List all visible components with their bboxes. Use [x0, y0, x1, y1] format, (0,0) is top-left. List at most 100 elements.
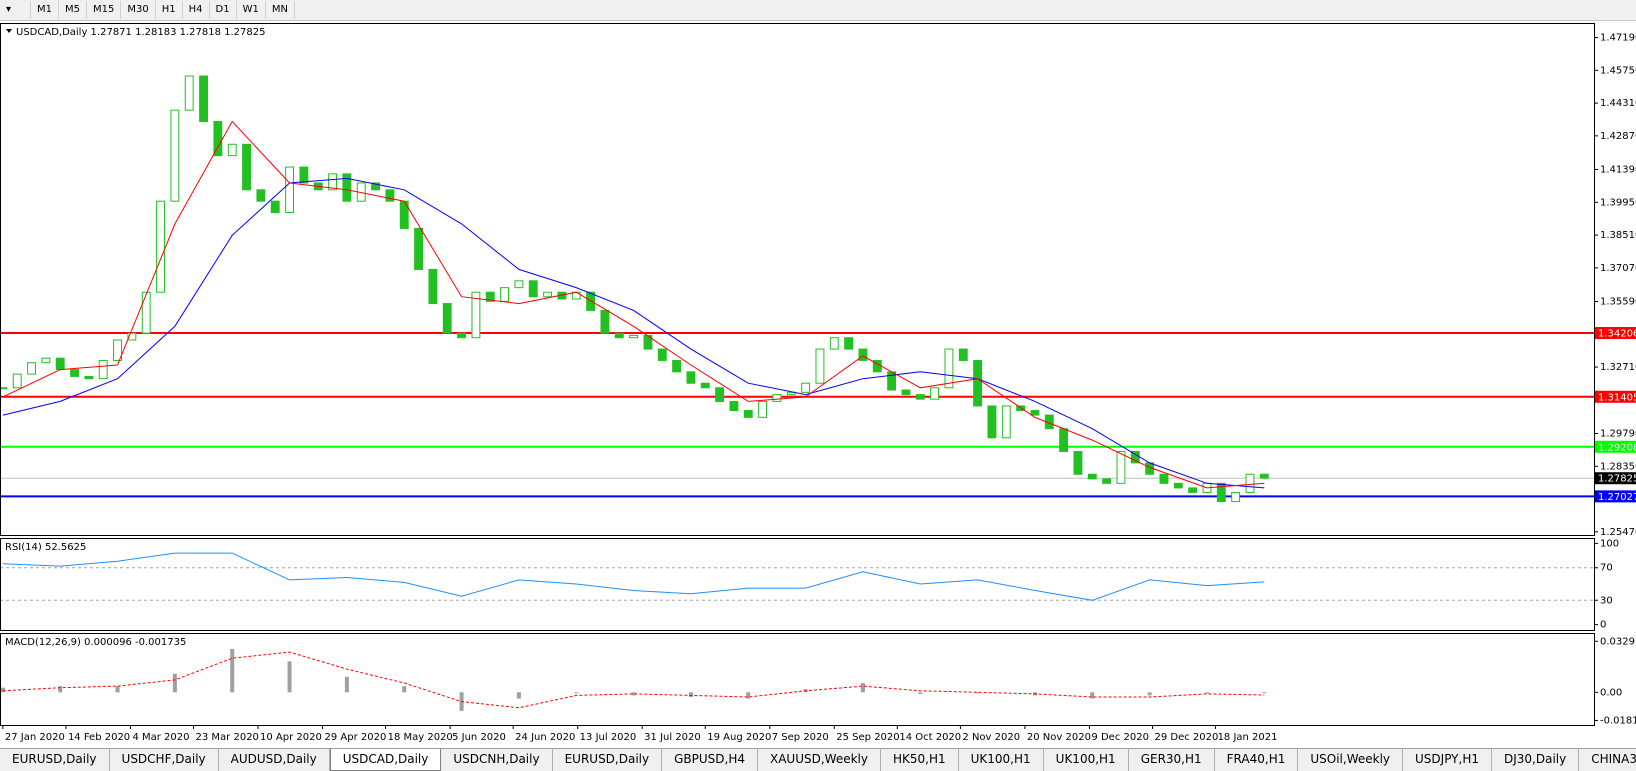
chart-tab[interactable]: CHINA300,H1	[1579, 749, 1636, 771]
timeframe-button[interactable]: M15	[87, 1, 122, 19]
histogram-bar	[746, 692, 751, 699]
y-tick-label: 1.29790	[1600, 429, 1636, 440]
candle-body	[328, 173, 338, 191]
x-tick-label: 29 Apr 2020	[325, 732, 387, 743]
histogram-bar	[1147, 692, 1152, 696]
candle-body	[1001, 405, 1011, 439]
y-tick-label: 1.42870	[1600, 131, 1636, 142]
candle-body	[915, 394, 925, 400]
chart-tab[interactable]: USOil,Weekly	[1298, 749, 1404, 771]
candle-body	[227, 143, 237, 157]
y-tick-label: 1.28350	[1600, 461, 1636, 472]
panel-frame	[0, 633, 1595, 726]
menu-arrow	[6, 29, 12, 33]
histogram-bar	[516, 692, 521, 699]
x-tick-label: 10 Apr 2020	[260, 732, 322, 743]
candle-body	[743, 410, 753, 418]
y-tick-label: 70	[1600, 563, 1613, 574]
candle-body	[1116, 450, 1126, 484]
y-tick-label: 1.37070	[1600, 263, 1636, 274]
candle-body	[342, 173, 352, 202]
timeframe-button[interactable]: MN	[266, 1, 295, 19]
histogram-bar	[860, 683, 865, 693]
y-tick-label: 1.47190	[1600, 33, 1636, 44]
timeframe-button[interactable]: M5	[59, 1, 87, 19]
chart-tab[interactable]: UK100,H1	[1044, 749, 1129, 771]
level-price-label: 1.34206	[1598, 329, 1636, 340]
chart-tab[interactable]: EURUSD,Daily	[0, 749, 110, 771]
chart-tab[interactable]: FRA40,H1	[1215, 749, 1299, 771]
candle-body	[514, 280, 524, 289]
chart-tab[interactable]: DJ30,Daily	[1492, 749, 1580, 771]
candle-body	[98, 359, 108, 380]
chart-tab[interactable]: UK100,H1	[959, 749, 1044, 771]
candle-body	[1059, 428, 1069, 452]
chart-tab[interactable]: AUDUSD,Daily	[219, 749, 330, 771]
candle-body	[528, 280, 538, 298]
chart-tab[interactable]: USDCHF,Daily	[110, 749, 219, 771]
timeframe-button[interactable]: M30	[121, 1, 156, 19]
candle-body	[1102, 478, 1112, 484]
chart-tabs: EURUSD,Daily USDCHF,Daily AUDUSD,Daily USDC…	[0, 748, 1636, 771]
candle-body	[958, 348, 968, 361]
histogram-bar	[344, 676, 349, 693]
histogram-bar	[1, 687, 5, 693]
candle-body	[801, 382, 811, 393]
level-price-label: 1.27027	[1598, 492, 1636, 503]
histogram-bar	[688, 692, 693, 697]
timeframe-button[interactable]: D1	[210, 1, 237, 19]
chart-tab[interactable]: GER30,H1	[1129, 749, 1215, 771]
candle-body	[829, 337, 839, 350]
toolbar-menu[interactable]: ▾	[0, 1, 31, 19]
chart-tab[interactable]: GBPUSD,H4	[662, 749, 758, 771]
x-tick-label: 9 Dec 2020	[1091, 732, 1149, 743]
chart-tab[interactable]: USDJPY,H1	[1403, 749, 1492, 771]
candle-body	[844, 337, 854, 350]
histogram-bar	[402, 686, 407, 693]
candle-body	[385, 189, 395, 202]
histogram-bar	[918, 692, 923, 694]
candle-body	[113, 339, 122, 361]
chart-tab[interactable]: USDCNH,Daily	[441, 749, 553, 771]
chart-tab[interactable]: XAUUSD,Weekly	[758, 749, 881, 771]
y-tick-label: 1.45750	[1600, 65, 1636, 76]
candle-body	[170, 109, 180, 202]
y-tick-label: 0.032972	[1600, 636, 1636, 647]
candle-body	[428, 268, 438, 305]
panel-title: USDCAD,Daily 1.27871 1.28183 1.27818 1.2…	[16, 27, 266, 38]
x-tick-label: 14 Feb 2020	[68, 732, 130, 743]
y-tick-label: 1.38510	[1600, 230, 1636, 241]
candle-body	[485, 291, 495, 302]
chart-tab[interactable]: USDCAD,Daily	[329, 749, 442, 771]
candle-body	[858, 348, 868, 361]
candle-body	[184, 75, 194, 111]
level-price-box	[1595, 390, 1636, 403]
level-price-box	[1595, 327, 1636, 340]
chart-tab[interactable]: HK50,H1	[881, 749, 959, 771]
candle-body	[141, 291, 151, 334]
histogram-bar	[287, 661, 292, 693]
level-price-label: 1.31405	[1598, 392, 1636, 403]
histogram-bar	[975, 692, 980, 694]
x-tick-label: 27 Jan 2020	[5, 732, 65, 743]
candle-body	[299, 166, 309, 184]
timeframe-button[interactable]: M1	[31, 1, 59, 19]
plot-area	[1, 75, 1594, 503]
histogram-bar	[1204, 692, 1209, 694]
timeframe-button[interactable]: W1	[237, 1, 266, 19]
plot-area	[1, 648, 1267, 711]
timeframe-button[interactable]: H1	[156, 1, 183, 19]
x-tick-label: 18 Jan 2021	[1218, 732, 1278, 743]
level-price-label: 1.29208	[1598, 442, 1636, 453]
candle-body	[930, 387, 940, 400]
y-tick-label: -0.018154	[1600, 715, 1636, 726]
timeframe-button[interactable]: H4	[183, 1, 210, 19]
candle-body	[1216, 482, 1226, 503]
candle-body	[987, 405, 997, 439]
y-tick-label: 1.32710	[1600, 362, 1636, 373]
chart-tab[interactable]: EURUSD,Daily	[553, 749, 663, 771]
y-tick-label: 1.44310	[1600, 98, 1636, 109]
candle-body	[156, 200, 165, 293]
candle-body	[1231, 491, 1241, 503]
